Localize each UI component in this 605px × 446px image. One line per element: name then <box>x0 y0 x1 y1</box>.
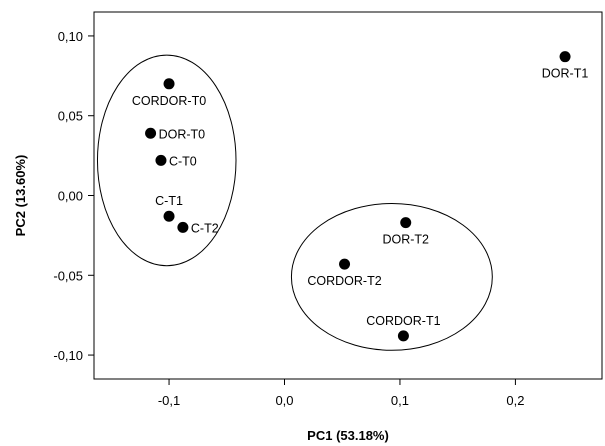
group-ellipse <box>290 202 493 351</box>
data-point <box>145 127 157 139</box>
point-label: C-T2 <box>191 221 219 235</box>
point-label: DOR-T1 <box>542 67 589 81</box>
data-point <box>177 221 189 233</box>
y-axis-ticks: 0,10 0,05 0,00 -0,05 -0,10 <box>53 29 94 363</box>
point-label: DOR-T0 <box>159 127 206 141</box>
group-ellipses <box>96 54 493 351</box>
point-label: C-T1 <box>155 194 183 208</box>
y-tick-label: 0,05 <box>58 109 83 124</box>
point-label: CORDOR-T2 <box>307 274 381 288</box>
x-axis-title: PC1 (53.18%) <box>307 428 389 443</box>
data-point <box>400 217 412 229</box>
group-ellipse <box>96 54 237 267</box>
point-label: C-T0 <box>169 154 197 168</box>
data-point <box>339 258 351 270</box>
data-point <box>155 154 167 166</box>
x-tick-label: 0,0 <box>275 393 293 408</box>
y-tick-label: 0,10 <box>58 29 83 44</box>
y-axis-title: PC2 (13.60%) <box>13 155 28 237</box>
y-tick-label: -0,05 <box>53 268 83 283</box>
data-point <box>397 330 409 342</box>
x-tick-label: 0,2 <box>506 393 524 408</box>
x-tick-label: 0,1 <box>391 393 409 408</box>
y-tick-label: 0,00 <box>58 189 83 204</box>
x-tick-label: -0,1 <box>158 393 180 408</box>
point-label: CORDOR-T0 <box>132 94 206 108</box>
data-point <box>163 210 175 222</box>
data-points: CORDOR-T0 DOR-T0 C-T0 C-T1 C-T2 DOR-T1 DOR-T2 C… <box>132 51 589 342</box>
data-point <box>163 78 175 90</box>
data-point <box>559 51 571 63</box>
y-tick-label: -0,10 <box>53 348 83 363</box>
point-label: CORDOR-T1 <box>366 314 440 328</box>
point-label: DOR-T2 <box>382 233 429 247</box>
plot-area: CORDOR-T0 DOR-T0 C-T0 C-T1 C-T2 DOR-T1 DOR-T2 C… <box>53 11 603 408</box>
x-axis-ticks: -0,1 0,0 0,1 0,2 <box>158 379 524 408</box>
